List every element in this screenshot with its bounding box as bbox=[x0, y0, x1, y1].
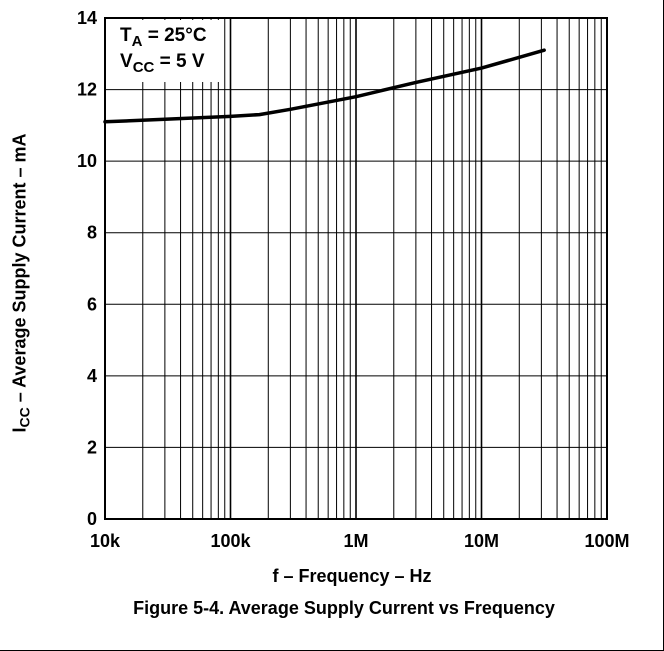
y-tick-label: 2 bbox=[87, 437, 97, 457]
x-tick-label: 10k bbox=[90, 531, 121, 551]
y-tick-label: 12 bbox=[77, 80, 97, 100]
x-tick-label: 1M bbox=[343, 531, 368, 551]
series-layer bbox=[103, 48, 546, 124]
series-line-0 bbox=[103, 48, 546, 124]
y-tick-label: 10 bbox=[77, 151, 97, 171]
x-tick-label: 100k bbox=[210, 531, 251, 551]
y-tick-labels: 0 2 4 6 8 10 12 14 bbox=[77, 8, 97, 529]
y-tick-label: 14 bbox=[77, 8, 97, 28]
y-tick-label: 4 bbox=[87, 366, 97, 386]
annotation-box bbox=[106, 20, 219, 82]
plot-border bbox=[104, 17, 608, 520]
annotation-supply-voltage: VCC = 5 V bbox=[120, 51, 205, 76]
y-tick-label: 8 bbox=[87, 223, 97, 243]
y-axis-label: ICC – Average Supply Current – mA bbox=[9, 133, 33, 433]
y-tick-label: 0 bbox=[87, 509, 97, 529]
x-tick-label: 100M bbox=[584, 531, 629, 551]
x-axis-label: f – Frequency – Hz bbox=[272, 566, 432, 586]
annotation-temperature: TA = 25°C bbox=[120, 25, 207, 50]
figure-caption: Figure 5-4. Average Supply Current vs Fr… bbox=[133, 598, 555, 618]
x-tick-labels: 10k 100k 1M 10M 100M bbox=[90, 531, 630, 551]
x-tick-label: 10M bbox=[464, 531, 499, 551]
y-tick-label: 6 bbox=[87, 294, 97, 314]
